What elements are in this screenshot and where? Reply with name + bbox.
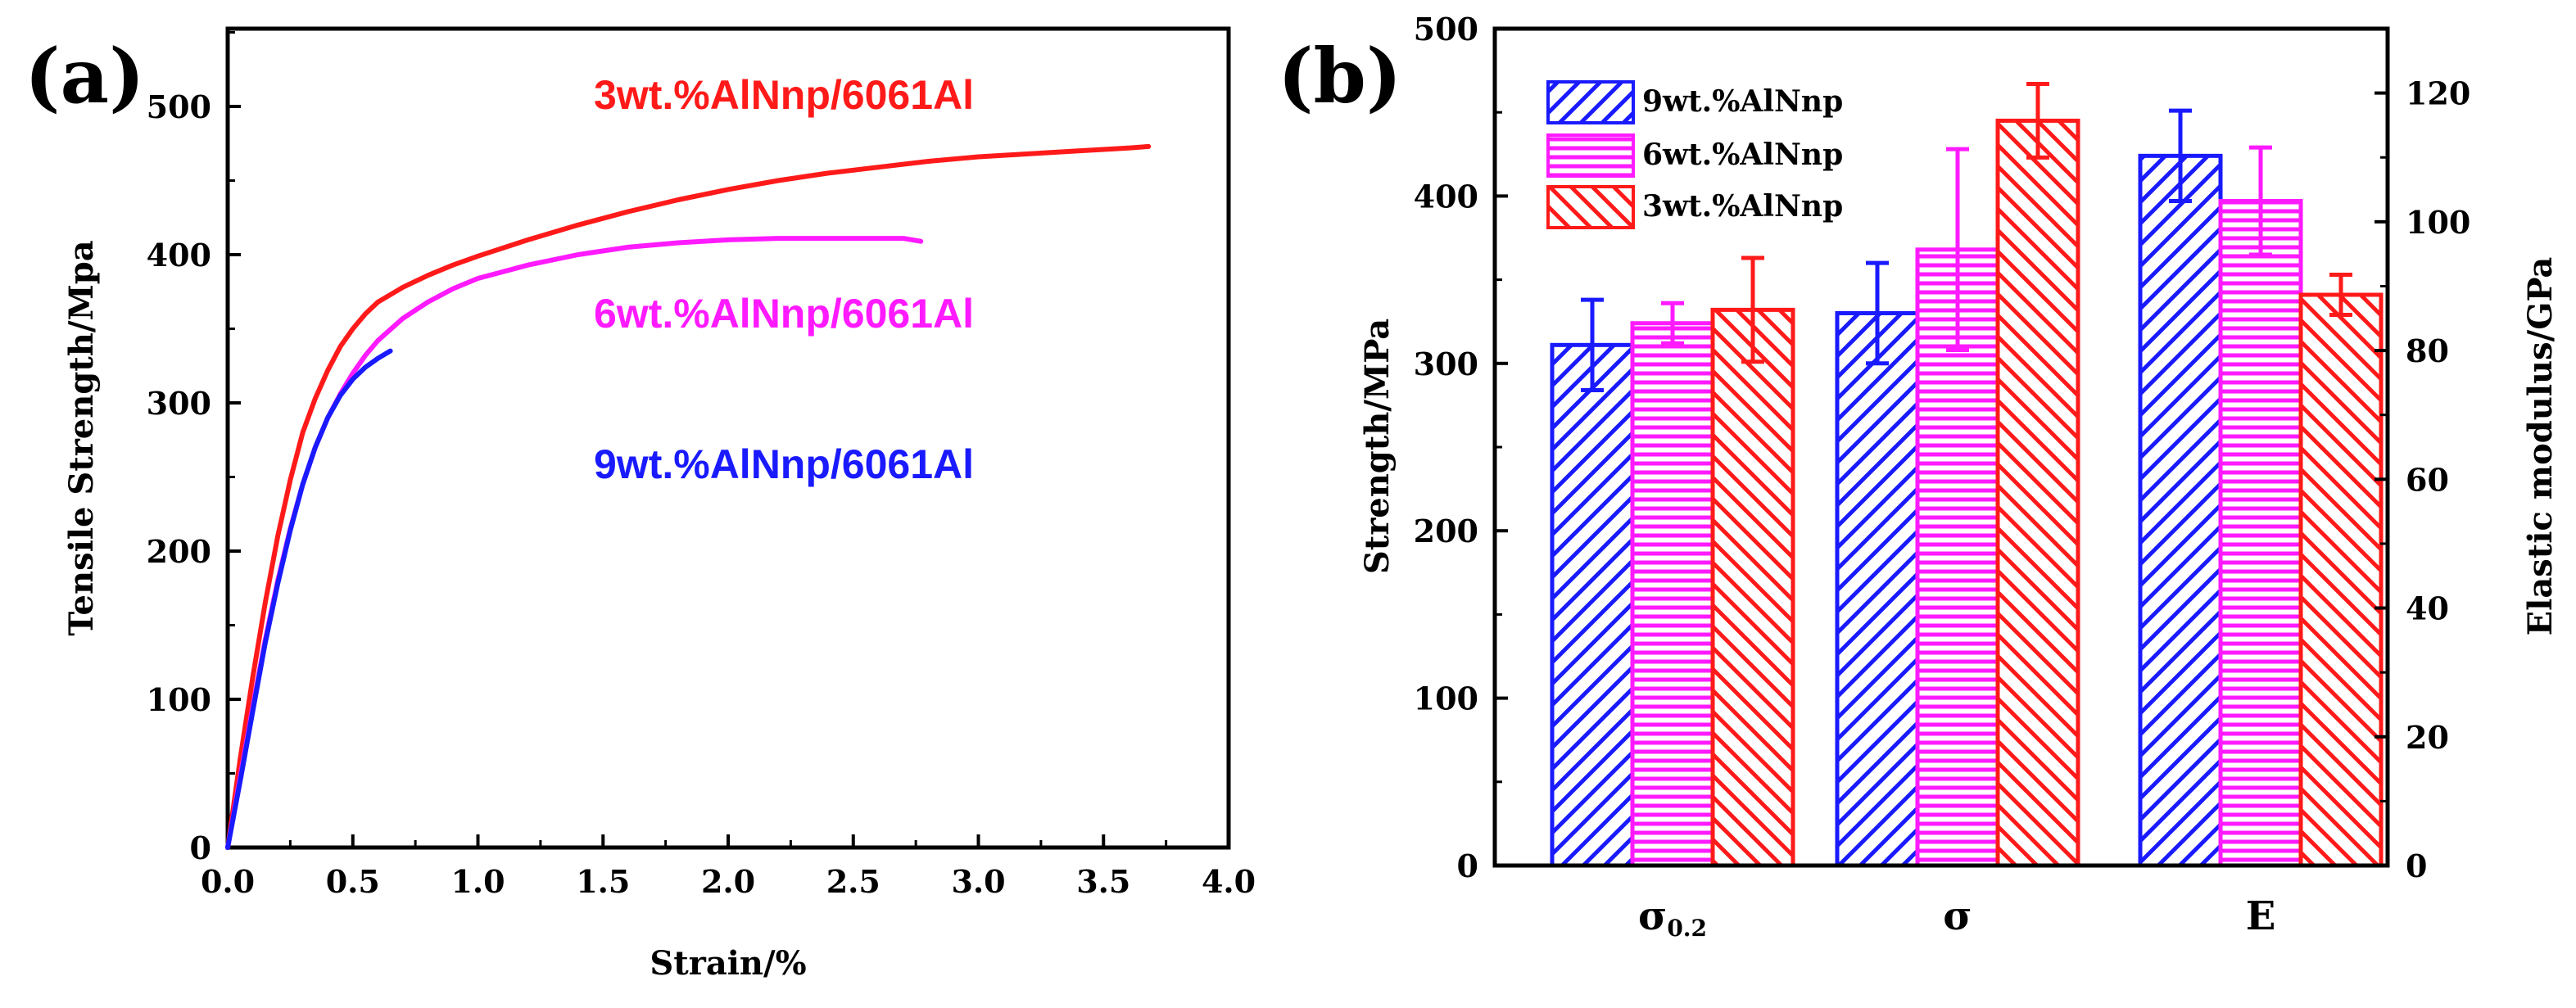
error-bar (2249, 145, 2272, 257)
panel-b-left-tick-label: 0 (1457, 848, 1478, 884)
panel-b-right-tick-label: 120 (2406, 75, 2470, 112)
panel-a-x-tick-label: 4.0 (1202, 863, 1256, 900)
error-bar (2329, 272, 2352, 318)
series-label-3wt: 3wt.%AlNnp/6061Al (594, 72, 974, 118)
line-3wt (225, 143, 1152, 850)
category-label-E: E (2246, 893, 2276, 939)
category-label-sigma-0.2: σ0.2 (1638, 893, 1707, 942)
panel-a-tensile-curves: (a) 0.0 0.5 1.0 1.5 2.0 2.5 3.0 3.5 4.0 0 100 200 30… (25, 26, 1256, 983)
panel-a-y-tick-label: 300 (147, 385, 211, 422)
panel-a-x-tick-label: 0.0 (201, 863, 255, 900)
bar-9wt (2138, 153, 2223, 868)
panel-a-x-axis-title: Strain/% (650, 944, 806, 983)
panel-a-x-tick-label: 3.5 (1076, 863, 1130, 900)
panel-b-right-axis-title: Elastic modulus/GPa (2521, 257, 2560, 636)
bar-6wt (2218, 199, 2303, 868)
error-bar (2026, 81, 2049, 160)
panel-b-left-tick-label: 300 (1414, 346, 1478, 382)
panel-b-right-tick-label: 20 (2406, 719, 2449, 756)
panel-b-category-labels: σ0.2 σ E (1638, 893, 2275, 942)
bar-3wt (2298, 292, 2384, 868)
error-bar (1581, 297, 1604, 393)
panel-a-x-tick-label: 2.0 (701, 863, 755, 900)
panel-b-axis-ticks: 0 100 200 300 400 500 0 20 40 60 80 100 120 (1414, 11, 2471, 884)
category-label-sigma: σ (1943, 893, 1972, 939)
line-9wt (225, 348, 393, 850)
panel-a-x-tick-label: 2.5 (826, 863, 881, 900)
panel-b-left-tick-label: 100 (1414, 680, 1478, 717)
panel-a-y-tick-label: 400 (147, 237, 211, 273)
panel-a-axis-ticks: 0.0 0.5 1.0 1.5 2.0 2.5 3.0 3.5 4.0 0 100 200 300 400… (147, 31, 1256, 900)
panel-b-legend: 9wt.%AlNnp 6wt.%AlNnp 3wt.%AlNnp (1546, 80, 1843, 229)
bar-6wt (1630, 321, 1715, 868)
panel-b-bar-chart: (b) 0 100 200 300 400 500 0 20 40 60 80 100 120 σ0.2… (1278, 11, 2560, 942)
panel-a-x-tick-label: 0.5 (326, 863, 380, 900)
panel-b-left-tick-label: 400 (1414, 178, 1478, 215)
legend-label-6wt: 6wt.%AlNnp (1642, 138, 1843, 172)
panel-b-right-tick-label: 40 (2406, 590, 2449, 627)
panel-b-right-tick-label: 80 (2406, 332, 2449, 369)
panel-a-series-lines (225, 143, 1152, 850)
bar-9wt (1550, 342, 1635, 868)
error-bar (2169, 108, 2192, 204)
panel-b-left-tick-label: 500 (1414, 11, 1478, 47)
bar-3wt (1995, 118, 2080, 868)
error-bar (1866, 260, 1889, 366)
panel-b-right-tick-label: 60 (2406, 461, 2449, 498)
series-label-9wt: 9wt.%AlNnp/6061Al (594, 441, 974, 487)
panel-a-label: (a) (25, 32, 145, 120)
bar-9wt (1835, 310, 1920, 868)
error-bar (1661, 301, 1684, 346)
panel-a-y-tick-label: 500 (147, 88, 211, 125)
panel-a-x-tick-label: 3.0 (951, 863, 1005, 900)
legend-label-9wt: 9wt.%AlNnp (1642, 84, 1843, 119)
legend-label-3wt: 3wt.%AlNnp (1642, 189, 1843, 224)
panel-a-x-tick-label: 1.0 (450, 863, 505, 900)
legend-swatch-9wt (1546, 80, 1635, 124)
error-bar (1741, 255, 1764, 364)
legend-swatch-3wt (1546, 185, 1635, 229)
legend-swatch-6wt (1546, 133, 1635, 178)
series-label-6wt: 6wt.%AlNnp/6061Al (594, 291, 974, 337)
bar-3wt (1710, 307, 1795, 868)
panel-b-left-axis-title: Strength/MPa (1358, 319, 1397, 574)
panel-b-label: (b) (1278, 32, 1401, 120)
panel-a-y-tick-label: 100 (147, 681, 211, 718)
panel-b-right-tick-label: 100 (2406, 204, 2470, 241)
panel-b-left-tick-label: 200 (1414, 513, 1478, 549)
panel-b-bars (1550, 81, 2384, 868)
panel-a-x-tick-label: 1.5 (576, 863, 630, 900)
panel-a-y-axis-title: Tensile Strength/Mpa (62, 240, 101, 635)
error-bar (1946, 147, 1969, 352)
panel-b-right-tick-label: 0 (2406, 848, 2427, 884)
panel-a-y-tick-label: 200 (147, 533, 211, 570)
panel-a-y-tick-label: 0 (190, 829, 211, 866)
